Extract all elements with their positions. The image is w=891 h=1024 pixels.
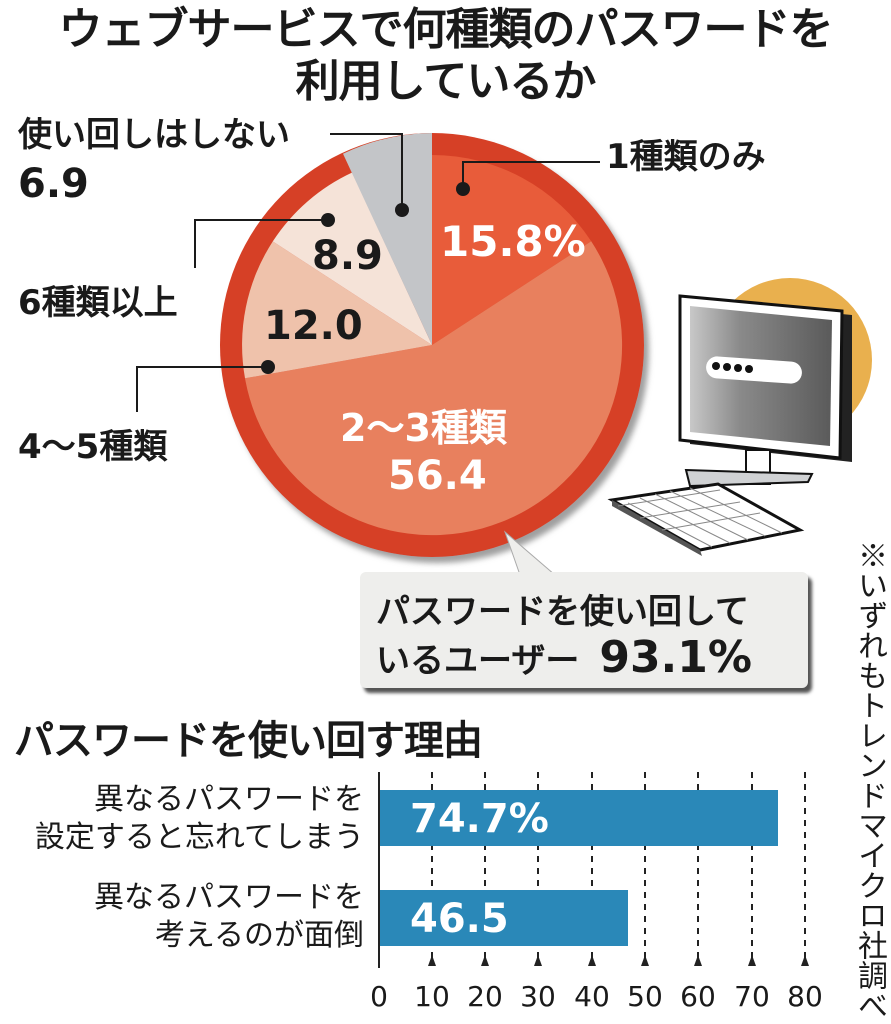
bar-chart-title: パスワードを使い回す理由	[14, 718, 483, 764]
label-2-3: 2〜3種類	[340, 406, 507, 450]
pie-slice-4-5-types	[242, 241, 432, 379]
pie-slice-6-plus	[272, 172, 432, 345]
x-tick-70: 70	[734, 980, 770, 1013]
x-tick-0: 0	[370, 980, 388, 1013]
source-note: ※いずれもトレンドマイクロ社調べ	[852, 540, 887, 1020]
callout-line2-text: いるユーザー	[376, 641, 580, 681]
computer-illustration	[607, 294, 852, 556]
bar-label-forget-1: 異なるパスワードを	[94, 782, 364, 817]
pie-slice-2-3-types	[245, 241, 623, 536]
pie-slice-no-reuse	[343, 133, 432, 345]
label-1-type: 1種類のみ	[606, 137, 766, 177]
bar-label-forget-2: 設定すると忘れてしまう	[34, 820, 364, 855]
bar-label-bothersome-1: 異なるパスワードを	[94, 880, 364, 915]
x-tick-80: 80	[787, 980, 823, 1013]
bar-label-bothersome-2: 考えるのが面倒	[154, 918, 364, 953]
bar-value-forget: 74.7%	[410, 796, 549, 842]
pie-slice-1-type	[432, 155, 592, 345]
value-2-3: 56.4	[388, 453, 487, 499]
value-6-plus: 8.9	[312, 233, 383, 279]
label-6-plus: 6種類以上	[18, 283, 178, 323]
value-no-reuse: 6.9	[18, 161, 89, 207]
value-1-type: 15.8%	[440, 217, 586, 266]
value-4-5: 12.0	[264, 303, 363, 349]
bar-value-bothersome: 46.5	[410, 896, 509, 942]
x-tick-20: 20	[467, 980, 503, 1013]
label-no-reuse: 使い回しはしない	[18, 115, 290, 155]
callout-line1: パスワードを使い回して	[376, 592, 749, 632]
chart-title-line1: ウェブサービスで何種類のパスワードを	[58, 4, 834, 55]
callout-value: 93.1%	[599, 632, 752, 683]
callout-line2: いるユーザー 93.1%	[376, 632, 752, 683]
label-4-5: 4〜5種類	[18, 427, 168, 467]
x-tick-10: 10	[414, 980, 450, 1013]
x-tick-50: 50	[627, 980, 663, 1013]
chart-title-line2: 利用しているか	[295, 56, 597, 107]
x-tick-60: 60	[680, 980, 716, 1013]
x-tick-40: 40	[574, 980, 610, 1013]
callout-pointer	[503, 530, 557, 576]
reuse-callout: パスワードを使い回して いるユーザー 93.1%	[360, 572, 808, 688]
x-tick-30: 30	[520, 980, 556, 1013]
